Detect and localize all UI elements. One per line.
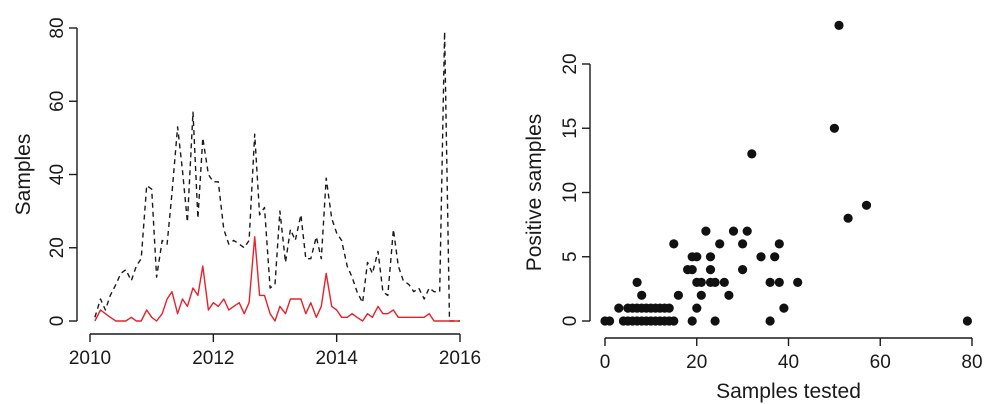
y-tick-label: 20	[560, 53, 581, 74]
scatter-point	[687, 316, 697, 326]
scatter-point	[605, 316, 615, 326]
scatter-point	[710, 277, 720, 287]
series-line-red	[94, 236, 460, 322]
y-tick-label: 15	[560, 118, 581, 139]
scatter-point	[728, 226, 739, 236]
scatter-point	[724, 290, 734, 300]
scatter-point	[747, 149, 757, 159]
scatter-point	[637, 290, 647, 300]
scatter-point	[669, 316, 679, 326]
y-tick-label: 40	[47, 164, 68, 185]
scatter-point	[664, 303, 674, 313]
scatter-point	[687, 265, 697, 275]
scatter-point	[742, 226, 752, 236]
scatter-point	[861, 200, 872, 210]
scatter-point	[701, 226, 711, 236]
scatter-point	[705, 252, 716, 262]
y-tick-label: 0	[47, 316, 68, 327]
y-tick-label: 10	[560, 182, 581, 203]
y-tick-label: 60	[47, 91, 68, 112]
scatter-point	[774, 277, 784, 287]
x-tick-label: 2016	[439, 348, 481, 369]
y-tick-label: 80	[47, 17, 68, 38]
scatter-point	[770, 252, 780, 262]
scatter-point	[834, 20, 844, 30]
scatter-point	[710, 316, 720, 326]
scatter-point	[696, 277, 706, 287]
scatter-point	[765, 277, 775, 287]
y-tick-label: 0	[560, 316, 581, 327]
x-tick-label: 2010	[69, 348, 111, 369]
scatter-point	[962, 316, 973, 326]
y-axis-title: Samples	[12, 134, 35, 216]
scatter-point	[696, 290, 706, 300]
scatter-point	[756, 252, 766, 262]
scatter-point	[774, 239, 784, 249]
scatter-point	[632, 277, 642, 287]
scatter-point	[705, 265, 716, 275]
x-tick-label: 40	[778, 352, 799, 373]
scatter-point	[765, 316, 775, 326]
x-tick-label: 2014	[316, 348, 359, 369]
scatter-point	[669, 239, 679, 249]
x-tick-label: 20	[686, 352, 707, 373]
scatter-point	[793, 277, 803, 287]
time-series-chart: 0 20 40 60 80 2010 2012 2014 2016 Samples	[12, 17, 481, 369]
scatter-point	[738, 239, 748, 249]
x-tick-label: 2012	[192, 348, 234, 369]
x-tick-label: 0	[600, 352, 611, 373]
scatter-point	[692, 303, 702, 313]
scatter-point	[719, 277, 729, 287]
x-tick-label: 80	[961, 352, 982, 373]
y-tick-label: 20	[47, 237, 68, 258]
scatter-chart: 0 5 10 15 20 0 20 40 60 80 Positive samples Samples…	[523, 20, 983, 403]
scatter-point	[715, 239, 725, 249]
y-tick-label: 5	[560, 251, 581, 262]
scatter-point	[673, 290, 684, 300]
scatter-point	[829, 123, 840, 133]
series-line-dashed	[94, 31, 460, 322]
x-axis-title: Samples tested	[716, 380, 861, 403]
scatter-point	[614, 303, 624, 313]
scatter-point	[843, 213, 853, 223]
y-axis-title: Positive samples	[523, 114, 546, 272]
x-tick-label: 60	[870, 352, 891, 373]
scatter-point	[692, 252, 702, 262]
scatter-point	[738, 265, 748, 275]
scatter-point	[779, 303, 789, 313]
